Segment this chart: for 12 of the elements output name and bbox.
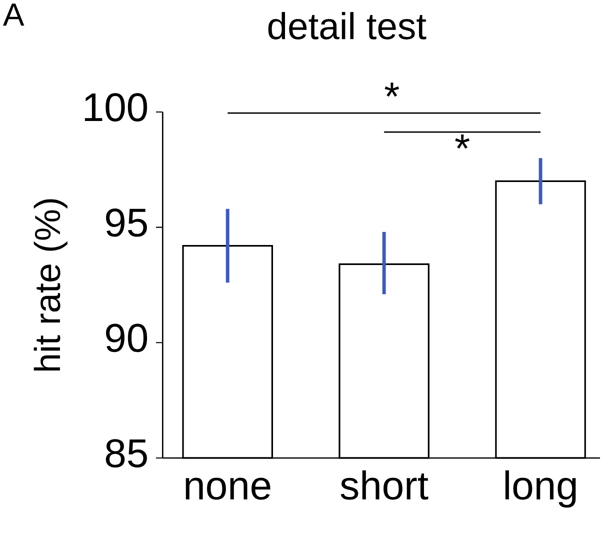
annotation: * bbox=[455, 134, 470, 149]
y-tick-label: 85 bbox=[106, 439, 147, 468]
text: A bbox=[3, 4, 24, 26]
y-tick-label: 90 bbox=[106, 324, 148, 352]
x-tick-label: long bbox=[505, 470, 576, 508]
y-tick-label: 95 bbox=[106, 208, 147, 237]
text: * bbox=[384, 82, 400, 97]
y-tick-label: 100 bbox=[84, 93, 148, 122]
x-tick-label: short bbox=[340, 470, 428, 500]
y-axis-title: hit rate (%) bbox=[34, 199, 68, 371]
chart-title: detail test bbox=[268, 12, 426, 40]
x-tick-label: none bbox=[186, 478, 270, 500]
